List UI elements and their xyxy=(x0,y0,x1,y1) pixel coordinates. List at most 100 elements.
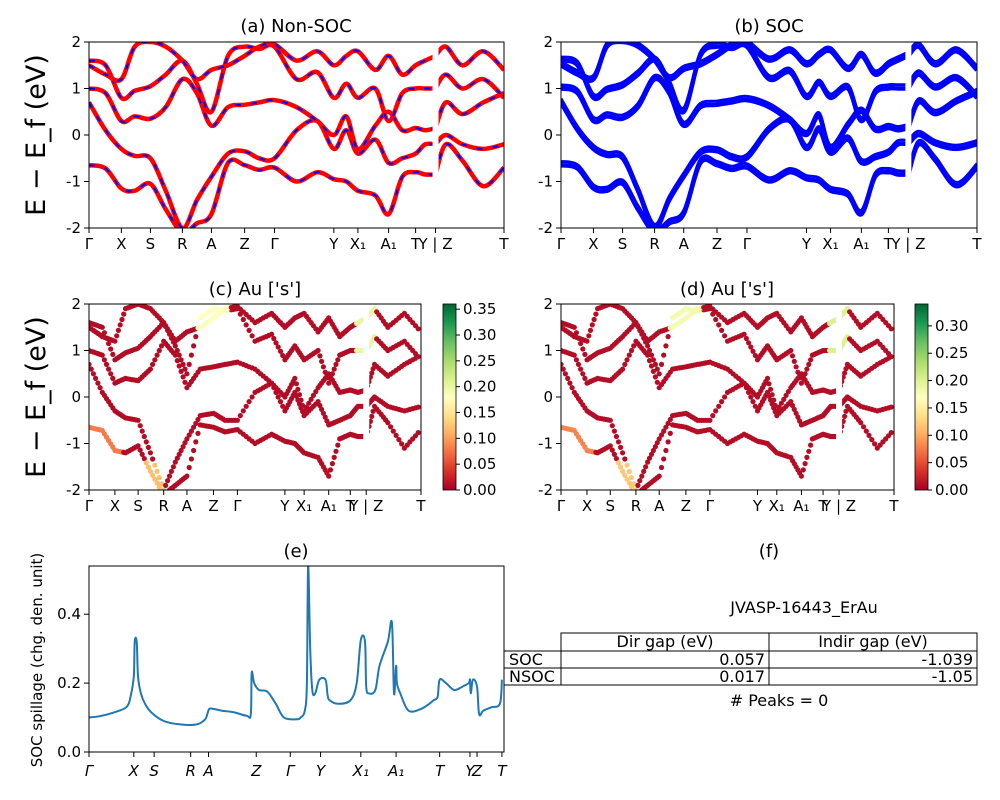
soc-band-split-0 xyxy=(906,138,977,184)
panel-e-xtick-label: T xyxy=(435,762,446,780)
proj-point xyxy=(888,326,894,332)
proj-point xyxy=(310,392,316,398)
proj-point xyxy=(139,428,145,434)
row-nsoc-dir: 0.017 xyxy=(719,667,765,686)
proj-point xyxy=(648,352,655,358)
panel-c-xtick-label: R xyxy=(158,497,168,515)
proj-point xyxy=(575,361,582,367)
panel-e-title: (e) xyxy=(283,541,308,562)
proj-point xyxy=(147,450,153,456)
proj-point xyxy=(626,468,632,474)
panel-a-ytick-label: -2 xyxy=(66,219,81,237)
proj-point xyxy=(135,443,141,449)
nonsoc-band-dash-2 xyxy=(434,92,504,129)
proj-point xyxy=(716,322,722,328)
proj-point xyxy=(170,464,176,470)
proj-point xyxy=(249,394,255,400)
proj-point xyxy=(163,482,169,488)
proj-point xyxy=(587,327,594,333)
proj-point xyxy=(573,330,580,336)
proj-point xyxy=(589,322,595,328)
panel-c-xtick-label: X xyxy=(110,497,120,515)
soc-band-split-3 xyxy=(561,42,909,119)
panel-b-xtick-label: Y xyxy=(801,235,812,253)
proj-point xyxy=(769,392,775,398)
proj-point xyxy=(656,473,662,479)
proj-point xyxy=(663,447,669,454)
panel-c-ytick-label: 2 xyxy=(71,295,81,313)
proj-point xyxy=(150,472,156,478)
proj-point xyxy=(624,476,630,482)
proj-point xyxy=(388,424,394,430)
panel-d-frame xyxy=(560,303,895,491)
proj-point xyxy=(161,487,167,490)
proj-point xyxy=(571,352,577,358)
proj-point xyxy=(319,406,325,412)
panel-e-xtick-label: X xyxy=(128,762,140,780)
panel-c-xtick-label: S xyxy=(133,497,143,515)
proj-point xyxy=(331,454,337,460)
nonsoc-band-2 xyxy=(89,76,437,152)
proj-point xyxy=(789,353,796,359)
proj-point xyxy=(195,416,201,423)
proj-point xyxy=(188,456,194,462)
proj-point xyxy=(750,399,756,405)
panel-c-ytick-label: -1 xyxy=(66,435,81,453)
table-title: JVASP-16443_ErAu xyxy=(729,598,877,618)
proj-point xyxy=(186,464,192,471)
panel-e-xtick-label: A xyxy=(202,762,213,780)
proj-point xyxy=(578,340,584,347)
proj-point xyxy=(658,464,665,471)
proj-point xyxy=(369,413,375,419)
proj-point xyxy=(804,454,810,460)
proj-point xyxy=(180,361,186,367)
spillage-line xyxy=(89,566,503,726)
soc-band-split-0 xyxy=(561,154,909,228)
proj-point xyxy=(243,403,249,409)
proj-point xyxy=(182,379,188,385)
proj-point xyxy=(152,357,158,363)
proj-point xyxy=(791,406,797,412)
panel-c-xtick-label: A₁ xyxy=(321,497,337,515)
panel-b-xtick-label: X xyxy=(588,235,598,253)
proj-point xyxy=(584,338,590,344)
proj-point xyxy=(269,331,275,337)
proj-point xyxy=(797,418,803,424)
panel-b-ytick-label: -2 xyxy=(538,219,553,237)
panel-b-ytick-label: -1 xyxy=(538,173,553,191)
proj-point xyxy=(626,480,632,486)
proj-point xyxy=(663,424,669,430)
nonsoc-band-dash-1 xyxy=(89,101,436,228)
colorbar-c-tick-label: 0.00 xyxy=(463,481,496,499)
colorbar-d-tick-label: 0.15 xyxy=(935,399,968,417)
proj-point xyxy=(593,311,599,317)
proj-point xyxy=(145,444,151,450)
proj-point xyxy=(567,380,573,386)
panel-b-xtick-label: S xyxy=(618,235,628,253)
proj-point xyxy=(643,464,649,470)
proj-point xyxy=(667,430,673,436)
proj-point xyxy=(97,385,103,391)
nonsoc-band-0 xyxy=(89,157,436,228)
proj-point xyxy=(298,397,304,403)
proj-point xyxy=(722,333,728,339)
proj-point xyxy=(793,364,799,370)
proj-point xyxy=(622,472,628,478)
proj-point xyxy=(301,408,307,414)
proj-point xyxy=(89,366,94,372)
proj-point xyxy=(369,370,375,376)
proj-point xyxy=(246,327,252,333)
proj-point xyxy=(654,366,660,372)
proj-point xyxy=(620,468,626,474)
proj-point xyxy=(135,417,141,423)
proj-point xyxy=(842,413,848,419)
proj-point xyxy=(390,428,396,434)
proj-point xyxy=(317,402,323,409)
proj-point xyxy=(571,324,577,330)
proj-point xyxy=(746,340,752,346)
panel-c-ylabel: E − E_f (eV) xyxy=(21,316,52,478)
proj-point xyxy=(656,436,662,442)
proj-point xyxy=(176,352,182,358)
